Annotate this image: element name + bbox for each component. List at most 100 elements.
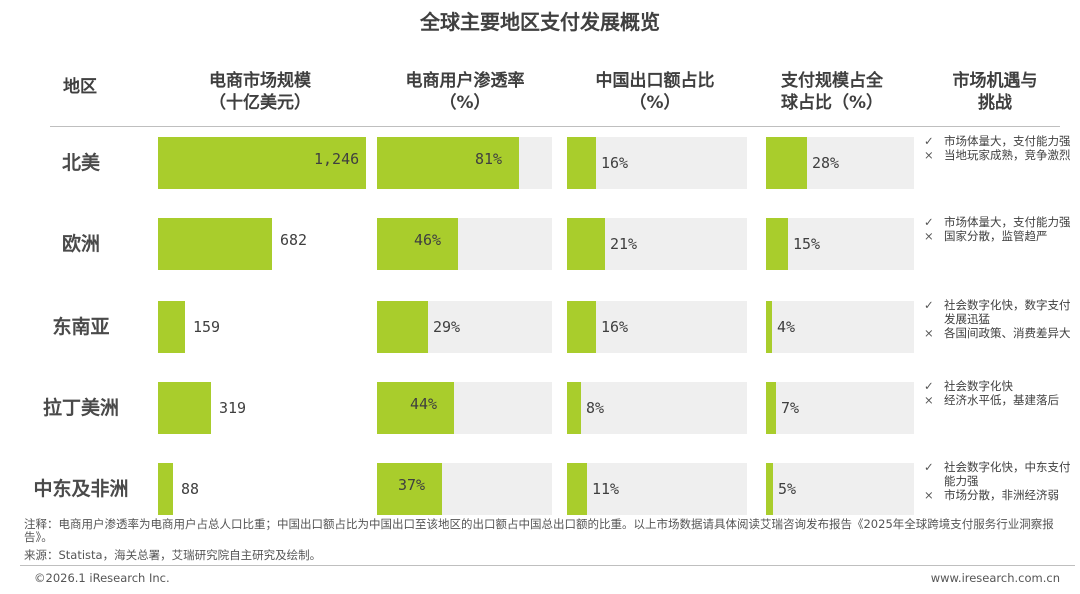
opportunity-pro-text: 市场体量大，支付能力强	[944, 215, 1071, 229]
header-market-size: 电商市场规模 （十亿美元）	[209, 71, 311, 113]
opportunity-pro-text: 社会数字化快	[944, 379, 1013, 393]
china-export-value-label: 16%	[601, 318, 629, 336]
payment-share-value-label: 15%	[793, 235, 821, 253]
check-icon: ✓	[924, 134, 934, 148]
penetration-bar	[377, 382, 454, 434]
region-label: 中东及非洲	[33, 478, 129, 500]
market-size-value-label: 88	[181, 480, 200, 498]
opportunity-pro: ✓ 社会数字化快，数字支付发展迅猛	[924, 298, 1074, 326]
opportunity-con: × 国家分散，监管趋严	[924, 229, 1074, 243]
penetration-value-label: 81%	[475, 150, 503, 168]
opportunity-con: × 各国间政策、消费差异大	[924, 326, 1074, 340]
payment-share-bar	[766, 137, 807, 189]
payment-share-value-label: 4%	[777, 318, 796, 336]
china-export-bar	[567, 301, 596, 353]
header-payment-share: 支付规模占全 球占比（%）	[780, 71, 884, 113]
region-label: 拉丁美洲	[42, 397, 119, 419]
cross-icon: ×	[924, 148, 934, 162]
payment-share-value-label: 5%	[778, 480, 797, 498]
footer-divider	[20, 565, 1075, 566]
opportunity-con-text: 国家分散，监管趋严	[944, 229, 1048, 243]
market-size-bar	[158, 218, 272, 270]
payment-share-track	[766, 463, 914, 515]
opportunity-con-text: 经济水平低，基建落后	[944, 393, 1059, 407]
penetration-value-label: 46%	[414, 231, 442, 249]
chart-title: 全球主要地区支付发展概览	[420, 10, 660, 34]
market-size-bar	[158, 463, 173, 515]
opportunity-con: × 市场分散，非洲经济弱	[924, 488, 1074, 502]
region-label: 东南亚	[52, 316, 110, 338]
market-size-bar	[158, 382, 211, 434]
header-penetration: 电商用户渗透率 （%）	[405, 71, 525, 113]
penetration-value-label: 44%	[410, 395, 438, 413]
header-opportunity: 市场机遇与 挑战	[952, 71, 1038, 113]
opportunity-con-text: 各国间政策、消费差异大	[944, 326, 1071, 340]
source-text: 来源：Statista，海关总署，艾瑞研究院自主研究及绘制。	[24, 548, 322, 562]
payment-share-bar	[766, 463, 773, 515]
payment-share-bar	[766, 382, 776, 434]
payment-share-track	[766, 301, 914, 353]
penetration-bar	[377, 137, 519, 189]
cross-icon: ×	[924, 393, 934, 407]
check-icon: ✓	[924, 215, 934, 229]
china-export-bar	[567, 137, 596, 189]
china-export-bar	[567, 218, 605, 270]
opportunity-con-text: 市场分散，非洲经济弱	[944, 488, 1059, 502]
opportunity-con-text: 当地玩家成熟，竞争激烈	[944, 148, 1071, 162]
header-divider	[50, 126, 1060, 127]
opportunity-cell: ✓ 市场体量大，支付能力强 × 当地玩家成熟，竞争激烈	[924, 134, 1074, 162]
penetration-bar	[377, 218, 458, 270]
payment-share-track	[766, 382, 914, 434]
china-export-value-label: 11%	[592, 480, 620, 498]
cross-icon: ×	[924, 326, 934, 340]
penetration-value-label: 37%	[398, 476, 426, 494]
opportunity-cell: ✓ 社会数字化快，数字支付发展迅猛 × 各国间政策、消费差异大	[924, 298, 1074, 340]
china-export-bar	[567, 463, 587, 515]
cross-icon: ×	[924, 488, 934, 502]
market-size-value-label: 682	[280, 231, 308, 249]
region-label: 北美	[61, 152, 100, 174]
opportunity-con: × 经济水平低，基建落后	[924, 393, 1074, 407]
check-icon: ✓	[924, 460, 934, 474]
payment-share-bar	[766, 218, 788, 270]
china-export-value-label: 16%	[601, 154, 629, 172]
market-size-bar	[158, 301, 185, 353]
opportunity-pro-text: 社会数字化快，中东支付能力强	[944, 460, 1071, 488]
check-icon: ✓	[924, 379, 934, 393]
china-export-track	[567, 137, 747, 189]
region-label: 欧洲	[61, 233, 100, 255]
check-icon: ✓	[924, 298, 934, 312]
payment-share-bar	[766, 301, 772, 353]
payment-share-value-label: 7%	[781, 399, 800, 417]
china-export-value-label: 8%	[586, 399, 605, 417]
market-size-value-label: 319	[219, 399, 247, 417]
note-text: 注释：电商用户渗透率为电商用户占总人口比重；中国出口额占比为中国出口至该地区的出…	[24, 517, 1054, 544]
china-export-track	[567, 301, 747, 353]
market-size-value-label: 159	[193, 318, 221, 336]
china-export-track	[567, 382, 747, 434]
opportunity-cell: ✓ 社会数字化快，中东支付能力强 × 市场分散，非洲经济弱	[924, 460, 1074, 502]
opportunity-pro: ✓ 社会数字化快，中东支付能力强	[924, 460, 1074, 488]
market-size-value-label: 1,246	[314, 150, 360, 168]
penetration-value-label: 29%	[433, 318, 461, 336]
website-text: www.iresearch.com.cn	[930, 571, 1060, 585]
cross-icon: ×	[924, 229, 934, 243]
penetration-bar	[377, 463, 442, 515]
penetration-bar	[377, 301, 428, 353]
payment-share-value-label: 28%	[812, 154, 840, 172]
market-size-bar	[158, 137, 366, 189]
header-region: 地区	[63, 77, 97, 97]
opportunity-con: × 当地玩家成熟，竞争激烈	[924, 148, 1074, 162]
opportunity-cell: ✓ 社会数字化快 × 经济水平低，基建落后	[924, 379, 1074, 407]
opportunity-cell: ✓ 市场体量大，支付能力强 × 国家分散，监管趋严	[924, 215, 1074, 243]
opportunity-pro-text: 市场体量大，支付能力强	[944, 134, 1071, 148]
china-export-track	[567, 463, 747, 515]
copyright-text: ©2026.1 iResearch Inc.	[34, 571, 170, 585]
header-china-export: 中国出口额占比 （%）	[595, 71, 715, 113]
opportunity-pro: ✓ 社会数字化快	[924, 379, 1074, 393]
china-export-value-label: 21%	[610, 235, 638, 253]
opportunity-pro-text: 社会数字化快，数字支付发展迅猛	[944, 298, 1071, 326]
china-export-bar	[567, 382, 581, 434]
payment-share-track	[766, 218, 914, 270]
opportunity-pro: ✓ 市场体量大，支付能力强	[924, 134, 1074, 148]
